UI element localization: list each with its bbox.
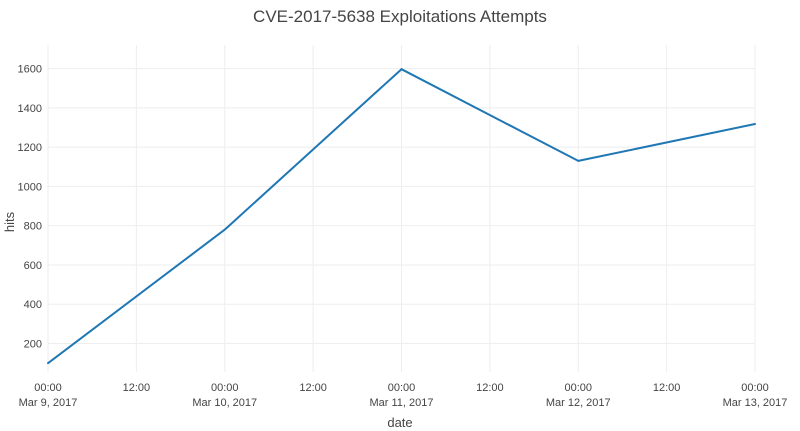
x-axis-ticks: 00:00 Mar 9, 2017 12:00 00:00 Mar 10, 2017 12…: [19, 382, 788, 409]
y-tick-label: 600: [24, 260, 42, 272]
x-tick-date-label: Mar 9, 2017: [19, 397, 78, 409]
data-point: [577, 159, 580, 162]
y-tick-label: 800: [24, 221, 42, 233]
x-tick-time-label: 12:00: [476, 382, 504, 394]
y-axis-title: hits: [2, 211, 17, 232]
x-tick-time-label: 00:00: [741, 382, 769, 394]
data-point: [47, 362, 49, 365]
y-tick-label: 1600: [18, 64, 42, 76]
x-tick-date-label: Mar 11, 2017: [369, 397, 433, 409]
x-tick-time-label: 00:00: [34, 382, 62, 394]
y-tick-label: 1000: [18, 181, 42, 193]
x-tick-date-label: Mar 13, 2017: [723, 397, 788, 409]
y-tick-label: 400: [24, 299, 42, 311]
x-tick-date-label: Mar 12, 2017: [546, 397, 611, 409]
x-tick-time-label: 12:00: [653, 382, 681, 394]
x-tick-time-label: 00:00: [388, 382, 416, 394]
data-point: [400, 68, 403, 71]
x-axis-title: date: [387, 415, 412, 430]
y-axis-ticks: 200 400 600 800 1000 1200 1400 1600: [18, 64, 42, 351]
chart-title: CVE-2017-5638 Exploitations Attempts: [253, 7, 547, 26]
y-tick-label: 200: [24, 339, 42, 351]
x-tick-time-label: 00:00: [564, 382, 592, 394]
x-gridlines: [47, 45, 756, 372]
y-tick-label: 1400: [18, 103, 42, 115]
x-tick-date-label: Mar 10, 2017: [192, 397, 257, 409]
series-layer: [47, 68, 756, 365]
y-tick-label: 1200: [18, 142, 42, 154]
data-point: [754, 122, 756, 125]
data-point: [223, 228, 226, 231]
x-tick-time-label: 12:00: [123, 382, 151, 394]
x-tick-time-label: 12:00: [299, 382, 327, 394]
x-tick-time-label: 00:00: [211, 382, 239, 394]
